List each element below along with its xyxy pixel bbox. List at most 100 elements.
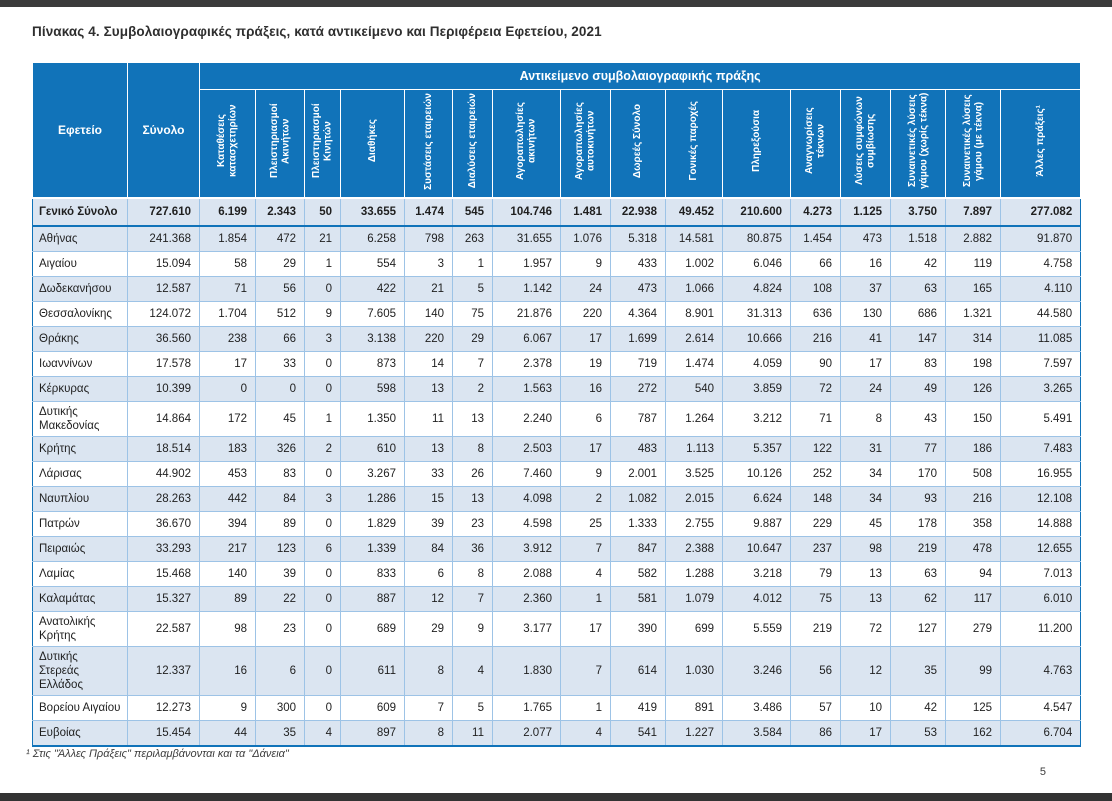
value-cell: 9.887 [722, 511, 791, 538]
column-header-label: Διαλύσεις εταιρειών [466, 93, 478, 189]
column-header-label: Καταθέσεις κατασχετηρίων [216, 104, 239, 178]
value-cell: 84 [255, 486, 305, 513]
value-cell: 123 [255, 536, 305, 563]
value-cell: 130 [840, 301, 891, 327]
column-header-label: Αναγνωρίσεις τέκνων [804, 107, 827, 175]
value-cell: 326 [255, 436, 305, 463]
value-cell: 21 [404, 276, 453, 302]
value-cell: 14.888 [999, 511, 1082, 538]
value-cell: 394 [199, 511, 256, 538]
value-cell: 1.142 [492, 276, 561, 302]
value-cell: 94 [945, 561, 1001, 588]
value-cell: 22.938 [610, 197, 666, 227]
value-cell: 0 [199, 376, 256, 402]
value-cell: 1.854 [199, 225, 256, 252]
value-cell: 1.699 [610, 326, 666, 352]
value-cell: 31.313 [722, 301, 791, 327]
value-cell: 1.830 [492, 646, 561, 697]
value-cell: 5.318 [610, 225, 666, 252]
value-cell: 12.587 [127, 276, 200, 302]
value-cell: 140 [199, 561, 256, 588]
column-header-rotated: Πληρεξούσια [722, 89, 791, 199]
value-cell: 7.605 [340, 301, 405, 327]
value-cell: 56 [790, 646, 841, 697]
value-cell: 37 [840, 276, 891, 302]
value-cell: 13 [840, 586, 891, 613]
value-cell: 36 [452, 536, 493, 563]
region-cell: Αιγαίου [32, 251, 128, 277]
value-cell: 847 [610, 536, 666, 563]
value-cell: 1.125 [840, 197, 891, 227]
value-cell: 5 [452, 695, 493, 722]
value-cell: 241.368 [127, 225, 200, 252]
table-row: Δωδεκανήσου 12.587 71 56 0 422 21 5 1.142 24 473 1.… [32, 276, 1082, 302]
value-cell: 2 [560, 486, 611, 513]
column-header-rotated: Γονικές παροχές [665, 89, 723, 199]
value-cell: 127 [890, 611, 946, 648]
value-cell: 24 [560, 276, 611, 302]
table-row: Θεσσαλονίκης 124.072 1.704 512 9 7.605 140 75 21… [32, 301, 1082, 327]
value-cell: 108 [790, 276, 841, 302]
column-header-label: Αγοραπωλησίες ακινήτων [515, 102, 538, 180]
value-cell: 1 [304, 400, 341, 438]
column-header-label: Διαθήκες [366, 119, 378, 163]
value-cell: 50 [304, 197, 341, 227]
value-cell: 4 [560, 561, 611, 588]
value-cell: 9 [452, 611, 493, 648]
value-cell: 39 [404, 511, 453, 538]
value-cell: 3 [304, 326, 341, 352]
column-header-label: Συστάσεις εταιρειών [422, 92, 434, 190]
value-cell: 75 [790, 586, 841, 613]
table-row: Ιωαννίνων 17.578 17 33 0 873 14 7 2.378 19 719 1.47… [32, 351, 1082, 377]
value-cell: 219 [790, 611, 841, 648]
table-row: Βορείου Αιγαίου 12.273 9 300 0 609 7 5 1.765 1 419… [32, 695, 1082, 722]
value-cell: 122 [790, 436, 841, 463]
value-cell: 3.218 [722, 561, 791, 588]
value-cell: 3.584 [722, 720, 791, 748]
value-cell: 1.829 [340, 511, 405, 538]
column-header-label: Συναινετικές λύσεις γάμου (με τέκνα) [961, 94, 984, 188]
value-cell: 483 [610, 436, 666, 463]
value-cell: 125 [945, 695, 1001, 722]
stats-table: Εφετείο Σύνολο Αντικείμενο συμβολαιογραφ… [32, 62, 1082, 748]
value-cell: 17 [560, 436, 611, 463]
value-cell: 272 [610, 376, 666, 402]
value-cell: 6.199 [199, 197, 256, 227]
value-cell: 0 [304, 276, 341, 302]
value-cell: 216 [790, 326, 841, 352]
region-cell: Ιωαννίνων [32, 351, 128, 377]
value-cell: 34 [840, 461, 891, 488]
value-cell: 10.399 [127, 376, 200, 402]
value-cell: 0 [304, 511, 341, 538]
value-cell: 12.108 [999, 486, 1082, 513]
value-cell: 89 [199, 586, 256, 613]
value-cell: 1 [560, 695, 611, 722]
value-cell: 124.072 [127, 301, 200, 327]
value-cell: 21 [304, 225, 341, 252]
value-cell: 727.610 [127, 197, 200, 227]
value-cell: 90 [790, 351, 841, 377]
table-row: Θράκης 36.560 238 66 3 3.138 220 29 6.067 17 1.699… [32, 326, 1082, 352]
value-cell: 1 [560, 586, 611, 613]
value-cell: 22 [255, 586, 305, 613]
value-cell: 216 [945, 486, 1001, 513]
value-cell: 39 [255, 561, 305, 588]
value-cell: 99 [945, 646, 1001, 697]
column-header-rotated: Πλειστηριασμοί Ακινήτων [255, 89, 305, 199]
value-cell: 1.765 [492, 695, 561, 722]
value-cell: 17 [840, 720, 891, 748]
value-cell: 21.876 [492, 301, 561, 327]
value-cell: 45 [255, 400, 305, 438]
value-cell: 198 [945, 351, 1001, 377]
value-cell: 15.468 [127, 561, 200, 588]
value-cell: 891 [665, 695, 723, 722]
table-row: Λάρισας 44.902 453 83 0 3.267 33 26 7.460 9 2.001 3… [32, 461, 1082, 488]
value-cell: 1.474 [404, 197, 453, 227]
value-cell: 3.912 [492, 536, 561, 563]
value-cell: 16 [560, 376, 611, 402]
value-cell: 314 [945, 326, 1001, 352]
value-cell: 49.452 [665, 197, 723, 227]
value-cell: 5.559 [722, 611, 791, 648]
value-cell: 12.273 [127, 695, 200, 722]
value-cell: 98 [840, 536, 891, 563]
